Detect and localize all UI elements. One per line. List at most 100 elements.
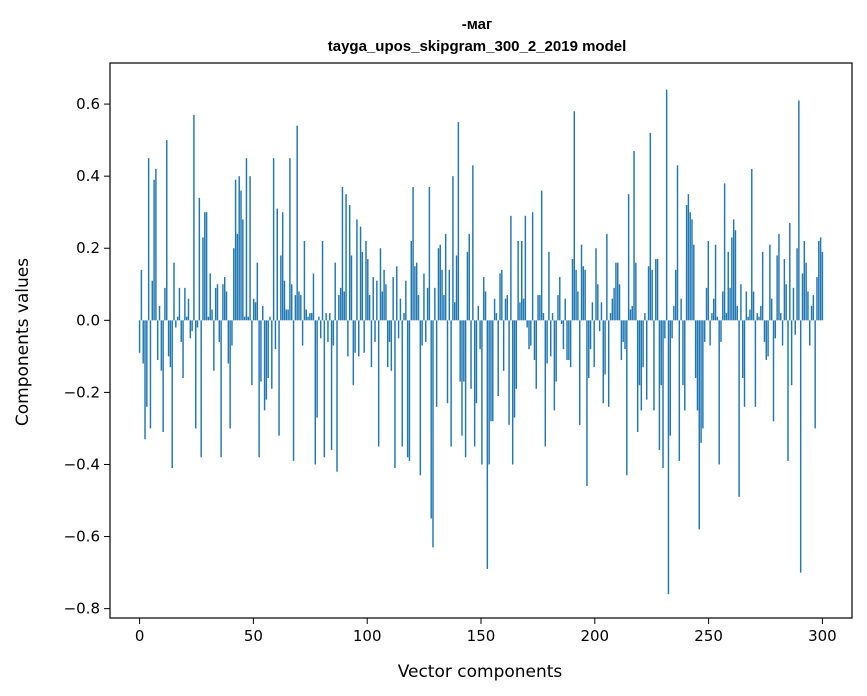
bar [171, 320, 173, 469]
bar [524, 215, 527, 321]
bar [482, 277, 485, 321]
y-tick-label: 0.6 [76, 95, 100, 113]
bar [312, 273, 315, 321]
bar [414, 266, 416, 321]
y-tick-label: −0.4 [64, 455, 100, 473]
bar [454, 302, 456, 321]
bar [383, 269, 385, 321]
bar [617, 262, 619, 321]
bar [187, 298, 190, 321]
bar [359, 226, 362, 321]
bar [540, 190, 543, 321]
bar [348, 204, 351, 321]
bar [593, 320, 595, 368]
bar [233, 248, 235, 321]
bar [410, 241, 412, 321]
bar [397, 320, 400, 339]
bar [220, 320, 222, 458]
bar [752, 291, 755, 321]
bar [285, 309, 288, 321]
x-tick-label: 300 [808, 627, 837, 645]
bar [142, 320, 144, 364]
bar [767, 320, 769, 357]
bar [691, 219, 693, 321]
x-tick-label: 50 [244, 627, 263, 645]
bar [644, 313, 646, 321]
bar [562, 320, 565, 350]
bar [506, 295, 508, 321]
bar [642, 320, 644, 368]
bar [745, 291, 748, 321]
bar [604, 320, 606, 375]
bar [533, 320, 536, 360]
bar [508, 320, 510, 425]
y-tick-label: 0.4 [76, 167, 100, 185]
bar [548, 251, 550, 321]
bar [272, 158, 275, 321]
bar [262, 305, 264, 321]
bar [387, 320, 389, 368]
bar [406, 320, 409, 458]
bar [198, 197, 201, 321]
bar [446, 320, 449, 404]
bar [234, 179, 237, 321]
bar [575, 269, 577, 321]
bar [287, 309, 289, 321]
bar [716, 316, 719, 321]
bar [707, 241, 710, 321]
bar [780, 313, 782, 321]
x-tick-label: 150 [467, 627, 496, 645]
bar [225, 291, 228, 321]
bar [606, 233, 608, 321]
bar [618, 284, 621, 321]
bar [769, 244, 771, 321]
x-tick-label: 250 [694, 627, 723, 645]
bar [189, 320, 192, 339]
bar [790, 320, 793, 386]
y-tick-label: 0.2 [76, 239, 100, 257]
bar [519, 302, 521, 321]
bar [222, 284, 224, 321]
bar [718, 320, 720, 465]
bar [493, 298, 496, 321]
bar [468, 233, 470, 321]
bar [258, 320, 260, 458]
bar [432, 320, 434, 548]
bar [640, 320, 643, 411]
bar [425, 320, 427, 342]
bar [705, 287, 708, 321]
bar [249, 176, 251, 321]
bar [265, 320, 268, 400]
bar [785, 284, 787, 321]
bar [546, 320, 548, 364]
bar [464, 320, 467, 458]
bar [307, 316, 309, 321]
bar [207, 316, 210, 321]
bar [396, 266, 398, 321]
x-tick-label: 100 [353, 627, 382, 645]
bar [430, 320, 432, 519]
bar [484, 291, 487, 321]
bar [667, 320, 670, 595]
bar [319, 320, 322, 339]
bar [586, 320, 588, 487]
bar [638, 320, 641, 386]
bar [568, 320, 570, 360]
bar [499, 273, 501, 321]
bar [205, 212, 208, 321]
y-axis-ticks: −0.8 −0.6 −0.4 −0.2 0.0 0.2 0.4 0.6 [64, 95, 110, 618]
bar [434, 287, 436, 321]
bar [347, 320, 349, 357]
bar [698, 320, 700, 530]
bar [582, 266, 585, 321]
bar [316, 320, 318, 418]
bar [624, 320, 626, 350]
bar [743, 320, 746, 407]
bar [560, 320, 563, 324]
bar [160, 320, 163, 371]
bar [213, 320, 215, 371]
bar [372, 277, 374, 321]
bar [510, 215, 512, 321]
bar [281, 212, 284, 321]
bar [687, 194, 690, 321]
